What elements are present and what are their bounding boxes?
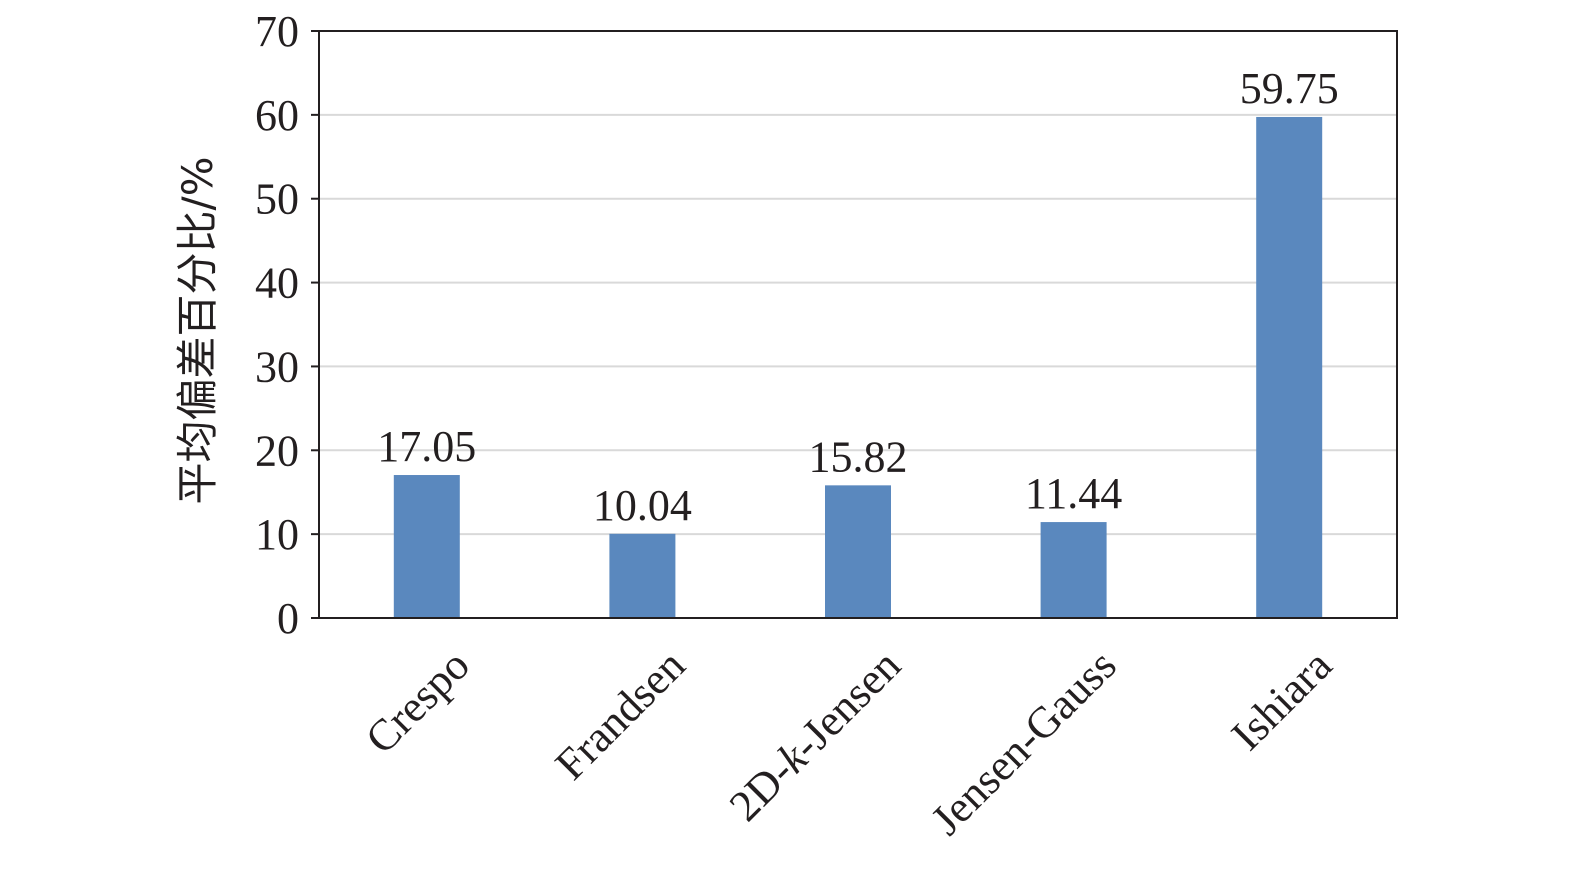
x-category-label: Jensen-Gauss: [922, 640, 1126, 844]
y-tick-label: 60: [255, 91, 299, 140]
bar-ishiara: [1256, 116, 1323, 618]
plot-frame: [318, 30, 1398, 619]
bar-jensen-gauss: [1040, 522, 1107, 618]
data-label: 11.44: [1025, 469, 1122, 518]
data-label: 17.05: [377, 422, 476, 471]
category-label-part: Ishiara: [1222, 640, 1341, 759]
y-axis-title: 平均偏差百分比/%: [173, 156, 222, 504]
y-axis-ticks: 0 10 20 30 40 50 60 70: [255, 7, 319, 643]
category-label-part: -Jensen: [782, 640, 910, 768]
x-axis-labels: Crespo Frandsen 2D-k-Jensen Jensen-Gauss Ish…: [356, 640, 1341, 844]
bar-frandsen: [609, 533, 676, 618]
y-tick-label: 10: [255, 510, 299, 559]
data-label: 10.04: [593, 481, 692, 530]
y-tick-label: 70: [255, 7, 299, 56]
y-tick-label: 0: [277, 594, 299, 643]
data-label: 15.82: [809, 432, 908, 481]
y-tick-label: 50: [255, 175, 299, 224]
y-tick-label: 20: [255, 426, 299, 475]
x-category-label: Crespo: [356, 640, 479, 763]
x-category-label: 2D-k-Jensen: [720, 640, 910, 830]
y-tick-label: 40: [255, 259, 299, 308]
x-category-label: Ishiara: [1222, 640, 1341, 759]
y-tick-label: 30: [255, 342, 299, 391]
data-label: 59.75: [1240, 64, 1339, 113]
gridlines: [319, 113, 1397, 536]
bar-crespo: [393, 475, 460, 618]
bars: [393, 116, 1323, 618]
value-labels: 17.05 10.04 15.82 11.44 59.75: [377, 64, 1338, 530]
x-category-label: Frandsen: [546, 640, 695, 789]
category-label-part: Crespo: [356, 640, 479, 763]
category-label-part: Jensen-Gauss: [922, 640, 1126, 844]
category-label-part: Frandsen: [546, 640, 695, 789]
bar-2d-k-jensen: [825, 485, 891, 618]
